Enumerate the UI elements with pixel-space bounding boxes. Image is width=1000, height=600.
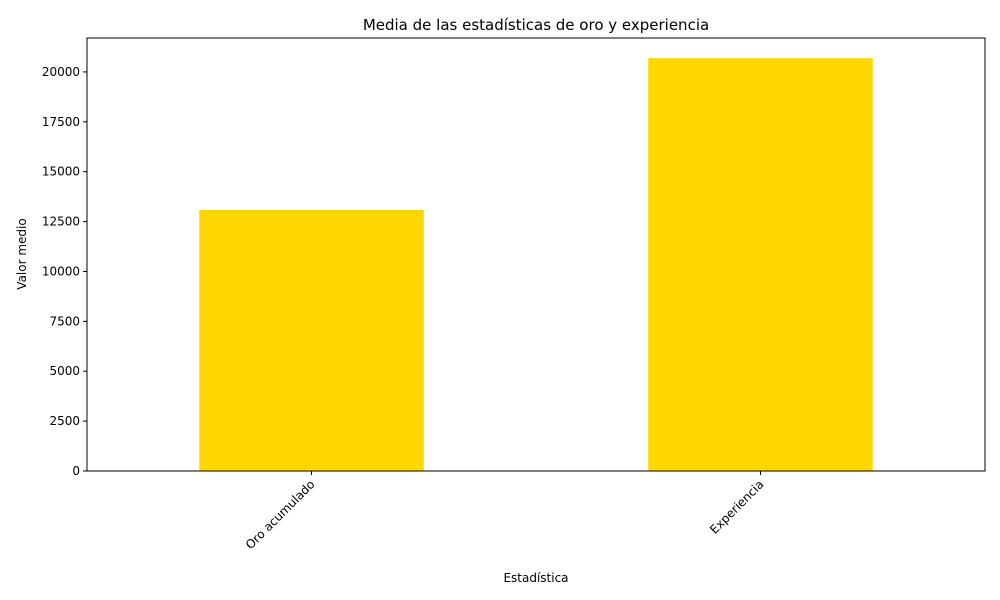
y-tick-label-6: 15000 <box>42 165 80 179</box>
y-tick-label-1: 2500 <box>49 414 80 428</box>
y-tick-label-2: 5000 <box>49 364 80 378</box>
x-tick-label-0: Oro acumulado <box>243 477 318 552</box>
plot-area: 0 2500 5000 7500 10000 12500 15000 17500 20000 Or… <box>42 37 986 552</box>
chart-title: Media de las estadísticas de oro y exper… <box>363 16 709 34</box>
y-tick-label-3: 7500 <box>49 314 80 328</box>
y-tick-label-4: 10000 <box>42 264 80 278</box>
y-tick-label-7: 17500 <box>42 115 80 129</box>
y-tick-label-5: 12500 <box>42 215 80 229</box>
y-tick-label-0: 0 <box>72 464 80 478</box>
y-axis-label: Valor medio <box>15 218 29 289</box>
bar-1 <box>648 58 873 472</box>
y-tick-label-8: 20000 <box>42 65 80 79</box>
x-tick-label-1: Experiencia <box>707 477 767 537</box>
x-axis-label: Estadística <box>503 571 568 585</box>
axes-frame <box>86 37 986 472</box>
bar-0 <box>199 210 424 472</box>
